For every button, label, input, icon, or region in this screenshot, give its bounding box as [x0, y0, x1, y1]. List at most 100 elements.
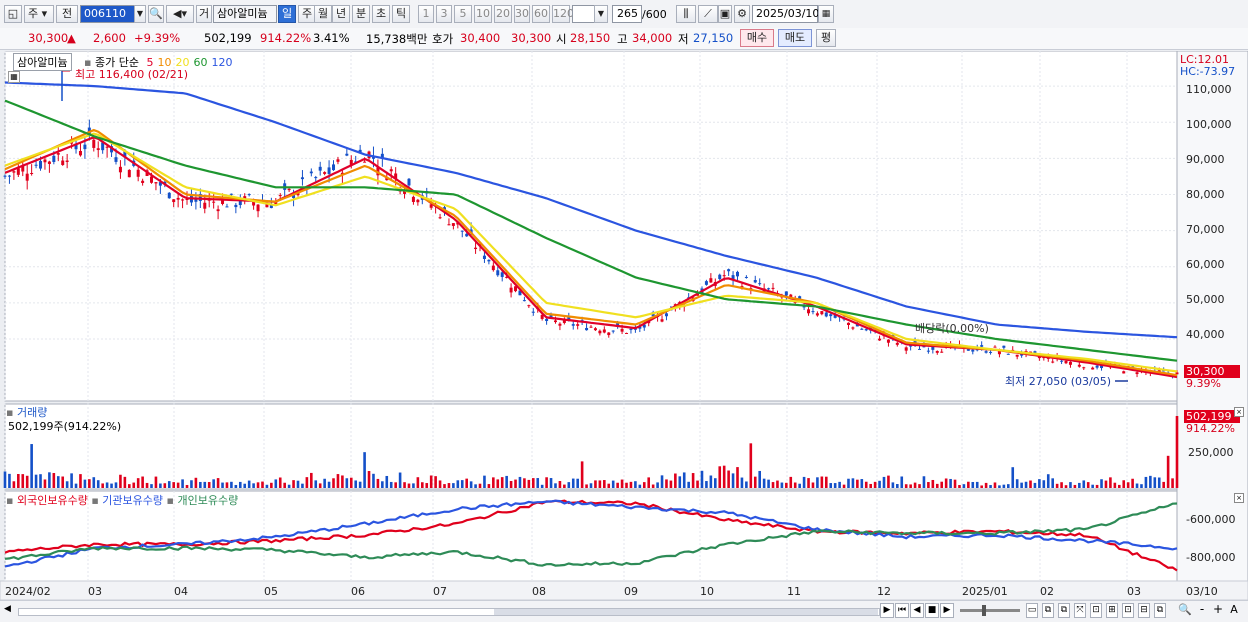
y-axis-bg — [1176, 51, 1248, 582]
ma-label: 종가 단순 — [94, 56, 139, 69]
candle-body-62 — [278, 195, 282, 197]
name-button[interactable]: 거 — [196, 5, 212, 23]
tool-7-icon[interactable]: ⊡ — [1122, 603, 1134, 618]
zoom-in-button[interactable]: + — [1212, 602, 1224, 616]
volume-bar-200 — [891, 482, 895, 488]
candle-body-92 — [411, 196, 415, 202]
sound-icon[interactable]: ◀▾ — [166, 5, 194, 23]
volume-bar-140 — [625, 482, 628, 488]
candle-body-232 — [1033, 351, 1037, 353]
candle-body-49 — [221, 199, 225, 204]
tool-9-icon[interactable]: ⧉ — [1154, 603, 1166, 618]
candle-body-17 — [78, 150, 82, 156]
candle-body-87 — [389, 169, 393, 172]
interval-button-6[interactable]: 60 — [532, 5, 550, 23]
interval-button-4[interactable]: 20 — [494, 5, 512, 23]
date-input[interactable]: 2025/03/10 — [752, 5, 819, 23]
x-axis-label-8: 10 — [700, 585, 714, 598]
candle-body-4 — [21, 166, 25, 172]
interval-button-0[interactable]: 1 — [418, 5, 434, 23]
draw-tool-icon[interactable]: ⟋ — [698, 5, 718, 23]
scroll-left-icon[interactable]: ◀ — [4, 604, 11, 614]
period-tab-2[interactable]: 월 — [314, 5, 332, 23]
volume-bar-105 — [469, 481, 473, 488]
speed-slider-handle[interactable] — [982, 605, 986, 616]
candle-body-91 — [407, 178, 411, 186]
scope-select[interactable]: 전 — [56, 5, 78, 23]
first-button[interactable]: ⏮ — [895, 603, 909, 618]
panel-settings-icon[interactable]: ▦ — [8, 71, 20, 83]
search-icon[interactable]: 🔍 — [148, 5, 164, 23]
volume-bar-103 — [460, 480, 464, 488]
tool-4-icon[interactable]: ⤧ — [1074, 603, 1086, 618]
code-dropdown-icon[interactable]: ▼ — [134, 5, 146, 23]
blank-select-arrow-icon[interactable]: ▼ — [594, 5, 608, 23]
holding-panel-close-icon[interactable]: × — [1234, 493, 1244, 503]
zoom-out-button[interactable]: - — [1199, 602, 1205, 616]
volume-bar-165 — [736, 467, 739, 488]
chart-menu-icon[interactable]: ◱ — [4, 5, 22, 23]
candle-body-126 — [562, 318, 566, 323]
period-tab-5[interactable]: 초 — [372, 5, 390, 23]
gear-icon[interactable]: ⚙ — [734, 5, 750, 23]
volume-bar-256 — [1140, 484, 1143, 488]
count-input[interactable]: 265 — [612, 5, 642, 23]
chart-svg[interactable] — [0, 51, 1248, 621]
sell-button[interactable]: 매도 — [778, 29, 812, 47]
price-panel-stock-name[interactable]: 삼아알미늄 — [13, 53, 72, 71]
auto-scale-button[interactable]: A — [1230, 603, 1238, 616]
period-tab-4[interactable]: 분 — [352, 5, 370, 23]
volume-bar-48 — [216, 478, 220, 488]
eval-button[interactable]: 평 — [816, 29, 836, 47]
candle-body-176 — [784, 291, 788, 296]
interval-button-3[interactable]: 10 — [474, 5, 492, 23]
candle-body-0 — [3, 175, 7, 177]
candle-body-242 — [1077, 364, 1081, 367]
tool-5-icon[interactable]: ⊡ — [1090, 603, 1102, 618]
candle-body-170 — [758, 283, 762, 285]
stock-code-input[interactable]: 006110 — [80, 5, 146, 23]
volume-bar-179 — [798, 483, 801, 488]
candle-body-222 — [989, 351, 993, 353]
market-select[interactable]: 주 ▾ — [24, 5, 54, 23]
tool-1-icon[interactable]: ▭ — [1026, 603, 1038, 618]
volume-bar-116 — [518, 476, 522, 488]
tool-6-icon[interactable]: ⊞ — [1106, 603, 1118, 618]
candle-settings-icon[interactable]: ⫼ — [676, 5, 696, 23]
interval-button-7[interactable]: 120 — [552, 5, 574, 23]
volume-panel-close-icon[interactable]: × — [1234, 407, 1244, 417]
volume-panel-bg — [4, 403, 1178, 490]
period-tab-6[interactable]: 틱 — [392, 5, 410, 23]
tool-8-icon[interactable]: ⊟ — [1138, 603, 1150, 618]
prev-button[interactable]: ◀ — [910, 603, 924, 618]
volume-bar-212 — [944, 478, 948, 488]
legend-foreign: 외국인보유수량 — [16, 494, 88, 507]
tool-3-icon[interactable]: ⧉ — [1058, 603, 1070, 618]
period-tab-3[interactable]: 년 — [332, 5, 350, 23]
price-y-tick-2: 90,000 — [1186, 153, 1225, 166]
scroll-track[interactable] — [18, 608, 880, 616]
stop-button[interactable]: ■ — [925, 603, 939, 618]
interval-button-2[interactable]: 5 — [454, 5, 472, 23]
volume-bar-229 — [1020, 482, 1023, 488]
volume-bar-240 — [1069, 482, 1072, 488]
candle-body-118 — [527, 305, 531, 307]
volume-bar-192 — [856, 479, 859, 488]
period-tab-0[interactable]: 일 — [278, 5, 296, 23]
candle-body-39 — [176, 197, 180, 200]
candle-body-106 — [474, 247, 478, 250]
calendar-icon[interactable]: ▦ — [818, 5, 834, 23]
scroll-thumb[interactable] — [494, 609, 878, 615]
fast-forward-button[interactable]: ▶ — [940, 603, 954, 618]
candle-body-129 — [576, 324, 580, 326]
save-icon[interactable]: ▣ — [718, 5, 732, 23]
play-button[interactable]: ▶ — [880, 603, 894, 618]
volume-bar-248 — [1104, 480, 1108, 488]
speed-slider[interactable] — [960, 605, 1020, 616]
buy-button[interactable]: 매수 — [740, 29, 774, 47]
zoom-search-icon[interactable]: 🔍 — [1178, 603, 1192, 616]
interval-button-5[interactable]: 30 — [514, 5, 530, 23]
tool-2-icon[interactable]: ⧉ — [1042, 603, 1054, 618]
interval-button-1[interactable]: 3 — [436, 5, 452, 23]
